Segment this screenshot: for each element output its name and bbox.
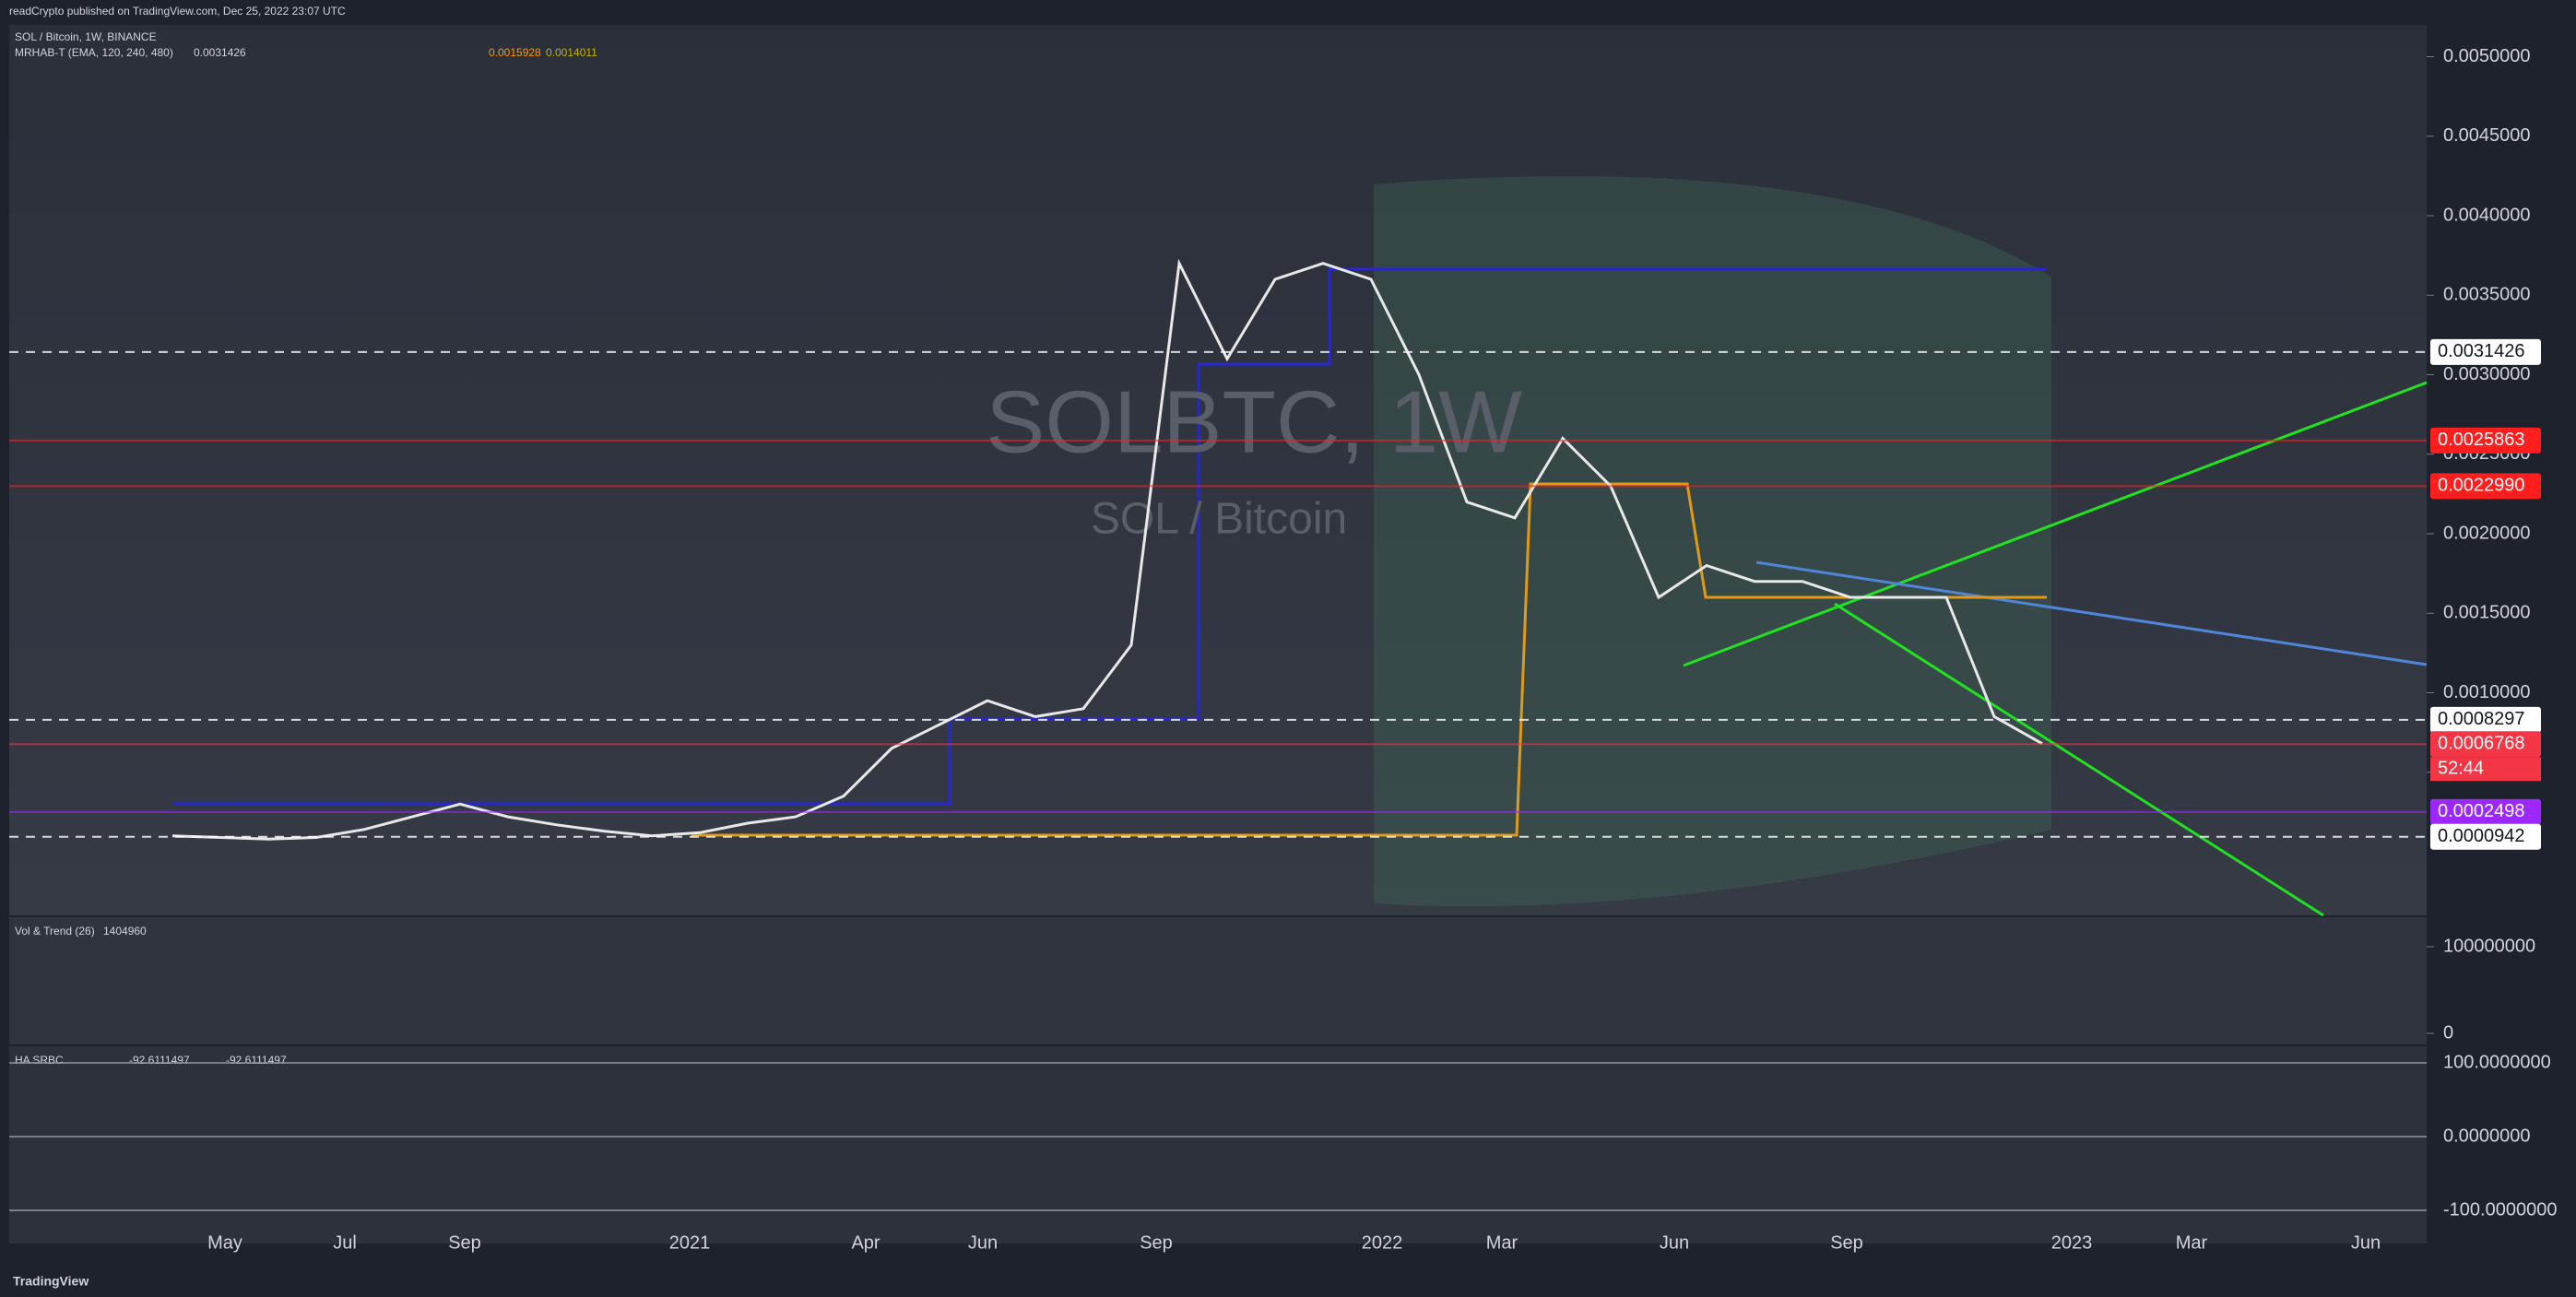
y-tick-label: -100.0000000	[2443, 1199, 2557, 1220]
trend-line	[1834, 602, 2324, 917]
publisher: readCrypto published on TradingView.com,…	[9, 5, 346, 18]
y-tick-label: 0.0000000	[2443, 1126, 2531, 1146]
indicator-name: MRHAB-T (EMA, 120, 240, 480)	[15, 46, 173, 59]
price-badge	[2430, 338, 2541, 365]
y-tick-label: 0.0020000	[2443, 523, 2531, 543]
indicator-value: 0.0015928	[489, 46, 541, 59]
x-tick-label: 2021	[669, 1232, 711, 1253]
price-line	[171, 258, 2043, 841]
price-badge	[2430, 798, 2541, 825]
y-tick-label: 0.0010000	[2443, 682, 2531, 702]
price-badge-label: 0.0031426	[2438, 341, 2525, 361]
y-tick-label: 100000000	[2443, 936, 2535, 956]
cloud-band	[1374, 176, 2051, 907]
price-badge	[2430, 706, 2541, 733]
x-tick-label: Mar	[1486, 1232, 1518, 1253]
x-tick-label: Sep	[448, 1232, 481, 1253]
y-tick-label: 0.0035000	[2443, 285, 2531, 305]
oscillator-pane	[9, 1046, 2427, 1244]
oscillator-value: -92.6111497	[129, 1054, 190, 1067]
y-tick-label: 0.0050000	[2443, 46, 2531, 66]
x-tick-label: Apr	[851, 1232, 880, 1253]
y-tick-label: 0.0040000	[2443, 205, 2531, 225]
price-badge-label: 0.0002498	[2438, 801, 2525, 821]
x-tick-label: Jul	[333, 1232, 357, 1253]
indicator-value: 0.0031426	[194, 46, 246, 59]
oscillator-label: HA SRBC	[15, 1054, 64, 1067]
volume-value: 1404960	[103, 925, 147, 937]
volume-pane	[9, 917, 2427, 1044]
y-tick-label: 100.0000000	[2443, 1052, 2551, 1072]
step-line	[172, 267, 2047, 806]
x-tick-label: 2022	[1362, 1232, 1403, 1253]
watermark-name: SOL / Bitcoin	[1091, 495, 1347, 544]
countdown-badge	[2430, 757, 2541, 782]
x-tick-label: Jun	[968, 1232, 998, 1253]
symbol-info: SOL / Bitcoin, 1W, BINANCE	[15, 30, 157, 43]
x-tick-label: Jun	[2351, 1232, 2381, 1253]
x-tick-label: May	[207, 1232, 242, 1253]
price-badge	[2430, 427, 2541, 454]
trend-line	[1683, 381, 2428, 667]
x-tick-label: Sep	[1830, 1232, 1863, 1253]
watermark-ticker: SOLBTC, 1W	[986, 372, 1522, 471]
price-badge-label: 0.0000942	[2438, 826, 2525, 846]
indicator-value: 0.0014011	[546, 46, 597, 59]
price-badge-label: 0.0008297	[2438, 709, 2525, 729]
price-badge-label: 0.0006768	[2438, 734, 2525, 754]
x-tick-label: Mar	[2176, 1232, 2208, 1253]
price-badge	[2430, 473, 2541, 500]
price-badge-label: 0.0025863	[2438, 430, 2525, 450]
y-tick-label: 0.0045000	[2443, 125, 2531, 146]
countdown: 52:44	[2438, 759, 2484, 779]
x-tick-label: Sep	[1140, 1232, 1173, 1253]
main-pane	[9, 25, 2427, 915]
y-tick-label: 0	[2443, 1022, 2453, 1043]
price-badge	[2430, 731, 2541, 758]
price-badge-label: 0.0022990	[2438, 476, 2525, 496]
y-tick-label: 0.0030000	[2443, 364, 2531, 384]
price-badge	[2430, 823, 2541, 850]
y-tick-label: 0.0015000	[2443, 603, 2531, 623]
x-tick-label: 2023	[2051, 1232, 2093, 1253]
brand: TradingView	[13, 1274, 89, 1289]
volume-label: Vol & Trend (26)	[15, 925, 95, 937]
x-tick-label: Jun	[1660, 1232, 1689, 1253]
oscillator-value: -92.6111497	[226, 1054, 287, 1067]
trend-line	[1755, 560, 2428, 666]
